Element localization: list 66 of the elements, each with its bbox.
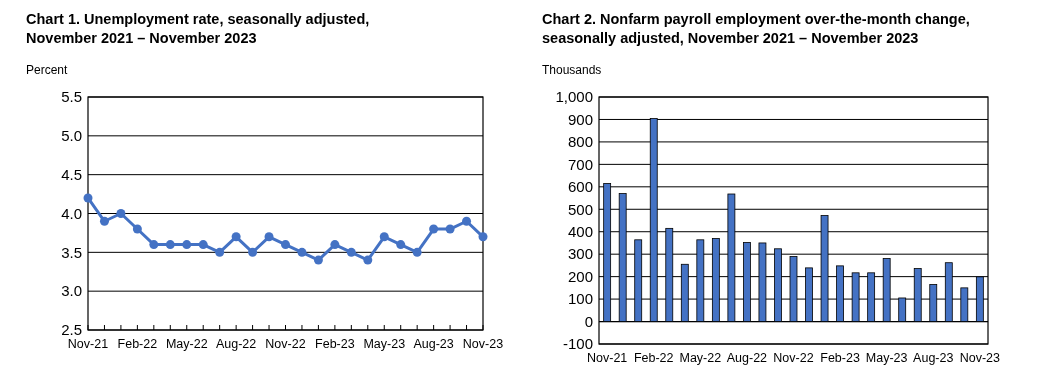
point [231, 232, 241, 242]
x-tick-label: Nov-23 [959, 351, 1001, 365]
y-tick-label: 3.0 [61, 282, 82, 300]
y-tick-label: 600 [567, 178, 593, 196]
point [248, 247, 258, 257]
x-tick-label: Feb-23 [315, 337, 355, 351]
point [445, 224, 455, 234]
point [99, 216, 109, 226]
point [429, 224, 439, 234]
point [330, 240, 340, 250]
point [83, 193, 93, 203]
x-tick-label: Nov-21 [67, 337, 109, 351]
y-tick-label: 700 [567, 155, 593, 173]
point [478, 232, 488, 242]
y-tick-label: 3.5 [61, 243, 82, 261]
point [462, 216, 472, 226]
y-tick-label: 1,000 [555, 88, 593, 106]
y-tick-label: 800 [567, 133, 593, 151]
point [412, 247, 422, 257]
y-tick-label: 2.5 [61, 321, 82, 339]
x-tick-label: Feb-22 [633, 351, 674, 365]
chart-title: Chart 1. Unemployment rate, seasonally adjusted, November 2021 – November 2023 [26, 11, 370, 46]
point [198, 240, 208, 250]
point [165, 240, 175, 250]
y-axis-title: Percent [26, 63, 69, 77]
point [116, 209, 126, 218]
y-tick-label: -100 [562, 335, 593, 353]
point [363, 255, 373, 265]
x-tick-label: Aug-22 [726, 351, 768, 365]
y-tick-label: 5.0 [61, 127, 82, 145]
y-tick-label: 400 [567, 222, 593, 240]
y-tick-label: 200 [567, 267, 593, 285]
y-tick-label: 4.5 [61, 165, 82, 183]
y-tick-label: 900 [567, 110, 593, 128]
point [132, 224, 142, 234]
x-tick-label: May-22 [165, 337, 208, 351]
x-tick-label: Feb-22 [117, 337, 158, 351]
y-tick-label: 4.0 [61, 204, 82, 222]
y-tick-label: 300 [567, 245, 593, 263]
point [149, 240, 159, 250]
x-tick-label: Nov-23 [462, 337, 504, 351]
x-tick-label: Nov-21 [587, 351, 628, 365]
y-tick-label: 0 [584, 312, 593, 330]
point [215, 247, 225, 257]
y-tick-label: 500 [567, 200, 593, 218]
x-tick-label: May-23 [363, 337, 406, 351]
point [264, 232, 274, 242]
point [182, 240, 192, 250]
point [297, 247, 307, 257]
point [379, 232, 389, 242]
x-tick-label: Aug-23 [913, 351, 954, 365]
x-tick-label: Aug-23 [413, 337, 454, 351]
point [281, 240, 290, 250]
x-tick-label: Nov-22 [773, 351, 814, 365]
y-axis-title: Thousands [542, 63, 602, 77]
chart-title: Chart 2. Nonfarm payroll employment over-the-month change, seasonally adjusted, November 2021 – November 2023 [542, 11, 970, 46]
point [313, 255, 323, 265]
point [346, 247, 356, 257]
x-tick-label: Feb-23 [820, 351, 860, 365]
y-tick-label: 5.5 [61, 88, 82, 106]
x-tick-label: May-22 [679, 351, 722, 365]
x-tick-label: Aug-22 [215, 337, 257, 351]
point [396, 240, 406, 250]
x-tick-label: Nov-22 [265, 337, 306, 351]
x-tick-label: May-23 [865, 351, 908, 365]
y-tick-label: 100 [567, 290, 593, 308]
